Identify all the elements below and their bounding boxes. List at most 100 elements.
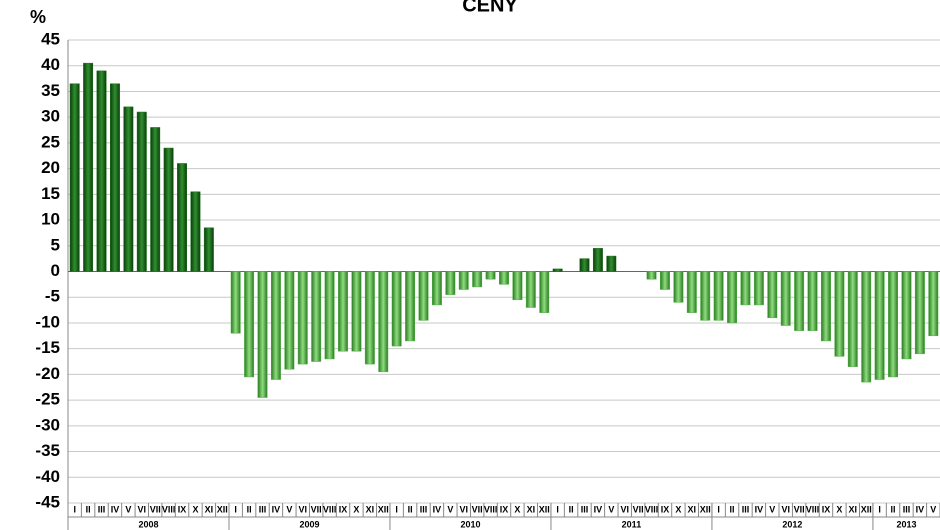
bar <box>244 271 255 378</box>
bar <box>740 271 751 306</box>
y-tick-label: 0 <box>51 261 60 280</box>
group-label: 2012 <box>782 519 802 529</box>
bar <box>485 271 496 280</box>
x-tick-label: X <box>836 504 842 514</box>
bar <box>794 271 805 331</box>
x-tick-label: VI <box>459 504 468 514</box>
x-tick-label: VIII <box>162 504 176 514</box>
y-tick-label: -35 <box>35 441 60 460</box>
chart-title: CENY <box>462 0 518 16</box>
bar <box>378 271 389 373</box>
bar <box>579 258 590 272</box>
x-tick-label: IV <box>433 504 442 514</box>
bar <box>270 271 281 380</box>
x-tick-label: V <box>930 504 936 514</box>
x-tick-label: III <box>98 504 106 514</box>
bar <box>552 268 563 272</box>
group-label: 2008 <box>138 519 158 529</box>
y-tick-label: 25 <box>41 132 60 151</box>
x-tick-label: IV <box>916 504 925 514</box>
y-tick-label: 15 <box>41 184 60 203</box>
x-tick-label: IV <box>111 504 120 514</box>
x-tick-label: XII <box>700 504 711 514</box>
bar <box>512 271 523 301</box>
bar <box>284 271 295 370</box>
bar <box>888 271 898 378</box>
x-tick-label: V <box>125 504 131 514</box>
bar <box>83 62 94 272</box>
bar <box>190 191 201 272</box>
x-tick-label: III <box>903 504 911 514</box>
x-tick-label: V <box>769 504 775 514</box>
group-label: 2009 <box>299 519 319 529</box>
y-tick-label: -5 <box>45 287 60 306</box>
x-tick-label: IV <box>594 504 603 514</box>
bar <box>311 271 322 362</box>
bar <box>646 271 657 280</box>
bar <box>136 111 147 272</box>
bar <box>324 271 335 360</box>
x-tick-label: I <box>73 504 76 514</box>
bar <box>847 271 858 367</box>
x-tick-label: VIII <box>484 504 498 514</box>
bar <box>458 271 469 290</box>
x-tick-label: XI <box>849 504 858 514</box>
bar <box>686 271 697 313</box>
x-tick-label: IV <box>272 504 281 514</box>
x-tick-label: VII <box>794 504 805 514</box>
y-axis-label: % <box>30 7 46 27</box>
y-tick-label: 30 <box>41 107 60 126</box>
x-tick-label: I <box>717 504 720 514</box>
bar <box>539 271 550 313</box>
y-tick-label: 20 <box>41 158 60 177</box>
x-tick-label: IX <box>822 504 831 514</box>
bar <box>753 271 764 306</box>
y-tick-label: -30 <box>35 415 60 434</box>
x-tick-label: II <box>569 504 574 514</box>
x-tick-label: I <box>234 504 237 514</box>
x-tick-label: VI <box>620 504 629 514</box>
y-tick-label: 10 <box>41 210 60 229</box>
bar <box>874 271 885 380</box>
x-tick-label: X <box>675 504 681 514</box>
x-tick-label: VI <box>781 504 790 514</box>
bar <box>445 271 456 295</box>
bar <box>767 271 778 319</box>
bar <box>351 271 362 352</box>
y-tick-label: -40 <box>35 467 60 486</box>
x-tick-label: II <box>247 504 252 514</box>
bar <box>177 163 187 272</box>
bar <box>150 127 161 272</box>
x-tick-label: VII <box>633 504 644 514</box>
x-tick-label: X <box>514 504 520 514</box>
bar <box>821 271 831 342</box>
x-tick-label: VI <box>138 504 147 514</box>
x-tick-label: VII <box>150 504 161 514</box>
bar <box>338 271 348 352</box>
x-tick-label: IX <box>178 504 187 514</box>
x-tick-label: X <box>192 504 198 514</box>
bar <box>431 271 442 306</box>
x-tick-label: VII <box>311 504 322 514</box>
bar <box>499 271 509 285</box>
x-tick-label: VI <box>299 504 308 514</box>
bar <box>364 271 375 365</box>
bar <box>780 271 791 326</box>
x-tick-label: XII <box>378 504 389 514</box>
x-tick-label: VIII <box>323 504 337 514</box>
x-tick-label: III <box>742 504 750 514</box>
group-label: 2013 <box>896 519 916 529</box>
x-tick-label: II <box>86 504 91 514</box>
x-tick-label: III <box>581 504 589 514</box>
bar <box>834 271 845 357</box>
bar <box>914 271 925 355</box>
x-tick-label: II <box>891 504 896 514</box>
y-tick-label: -25 <box>35 390 60 409</box>
bar <box>660 271 670 290</box>
x-tick-label: I <box>556 504 559 514</box>
x-tick-label: VIII <box>645 504 659 514</box>
bar <box>472 271 483 288</box>
x-tick-label: XII <box>539 504 550 514</box>
x-tick-label: VII <box>472 504 483 514</box>
